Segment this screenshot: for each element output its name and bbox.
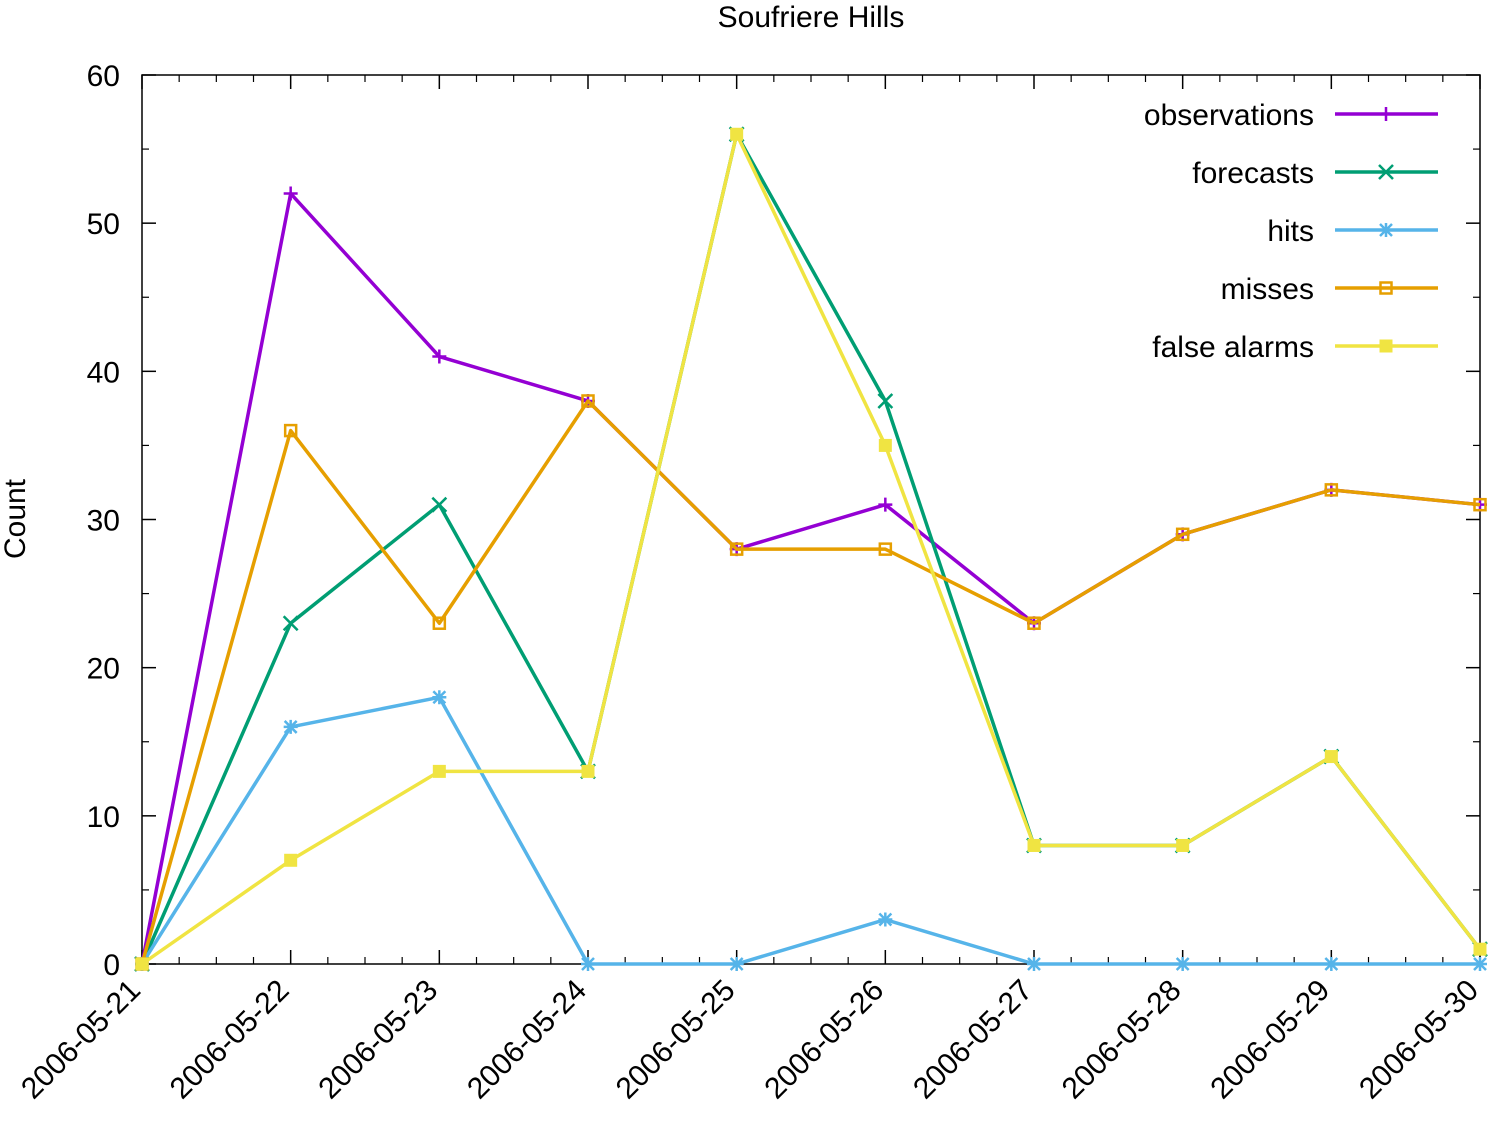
x-tick-label: 2006-05-24 — [461, 974, 593, 1106]
data-point — [431, 496, 448, 513]
y-tick-label: 0 — [103, 949, 120, 982]
x-tick-label: 2006-05-26 — [758, 974, 890, 1106]
data-point — [283, 186, 298, 201]
legend-entry: misses — [1221, 273, 1438, 306]
series-line — [140, 191, 1481, 965]
y-tick-label: 60 — [87, 60, 120, 93]
data-point — [282, 615, 299, 632]
legend-marker — [1379, 339, 1393, 353]
data-point — [878, 542, 893, 556]
legend-label: hits — [1267, 215, 1314, 248]
x-tick-label: 2006-05-22 — [164, 974, 296, 1106]
data-point — [1324, 483, 1339, 497]
data-point — [878, 438, 892, 452]
data-point — [878, 497, 893, 512]
data-point — [1473, 942, 1487, 956]
data-point — [135, 957, 149, 971]
data-point — [432, 764, 446, 778]
data-point — [581, 394, 595, 408]
y-tick-label: 20 — [87, 653, 120, 686]
data-point — [432, 349, 447, 364]
legend-marker — [1378, 164, 1394, 180]
data-point — [1176, 838, 1190, 852]
legend-label: false alarms — [1152, 331, 1314, 364]
data-point — [878, 912, 893, 927]
data-point — [729, 957, 744, 971]
y-axis-label: Count — [0, 478, 32, 559]
data-point — [1324, 750, 1338, 764]
series-misses — [135, 394, 1487, 971]
x-tick-label: 2006-05-27 — [907, 974, 1039, 1106]
data-point — [1175, 957, 1190, 971]
data-point — [730, 127, 744, 141]
legend-marker — [1379, 107, 1393, 121]
x-tick-label: 2006-05-28 — [1056, 974, 1188, 1106]
x-tick-label: 2006-05-21 — [15, 974, 147, 1106]
data-point — [1175, 527, 1190, 542]
legend-label: forecasts — [1192, 157, 1314, 190]
data-point — [283, 423, 298, 438]
legend-label: observations — [1144, 99, 1314, 132]
data-point — [1027, 616, 1041, 630]
x-tick-label: 2006-05-30 — [1353, 974, 1485, 1106]
legend-marker — [1379, 281, 1393, 295]
y-tick-label: 40 — [87, 356, 120, 389]
data-point — [729, 542, 744, 556]
data-point — [1324, 957, 1339, 971]
y-tick-label: 50 — [87, 208, 120, 241]
x-tick-label: 2006-05-29 — [1204, 974, 1336, 1106]
series-line — [140, 695, 1480, 966]
data-point — [1473, 497, 1487, 512]
legend-entry: forecasts — [1192, 157, 1438, 190]
data-point — [1027, 838, 1041, 852]
legend-entry: hits — [1267, 215, 1438, 248]
series-line — [140, 399, 1481, 965]
data-point — [581, 957, 595, 971]
data-point — [877, 393, 894, 409]
legend-entry: false alarms — [1152, 331, 1438, 364]
legend: observations forecasts hits misses false ala… — [1144, 99, 1438, 364]
x-tick-label: 2006-05-23 — [312, 974, 444, 1106]
legend-label: misses — [1221, 273, 1314, 306]
legend-marker — [1379, 223, 1393, 237]
data-point — [1473, 957, 1487, 971]
legend-entry: observations — [1144, 99, 1438, 132]
data-point — [432, 616, 447, 630]
chart-title: Soufriere Hills — [718, 1, 905, 34]
data-point — [284, 853, 298, 867]
series-hits — [135, 690, 1487, 971]
x-tick-label: 2006-05-25 — [610, 974, 742, 1106]
data-point — [283, 719, 298, 734]
data-point — [1027, 957, 1041, 971]
data-point — [432, 690, 447, 705]
series-layer — [134, 126, 1488, 972]
data-point — [581, 764, 595, 778]
series-false-alarms — [135, 127, 1487, 971]
series-line — [140, 132, 1482, 966]
y-tick-label: 10 — [87, 801, 120, 834]
y-tick-label: 30 — [87, 505, 120, 538]
